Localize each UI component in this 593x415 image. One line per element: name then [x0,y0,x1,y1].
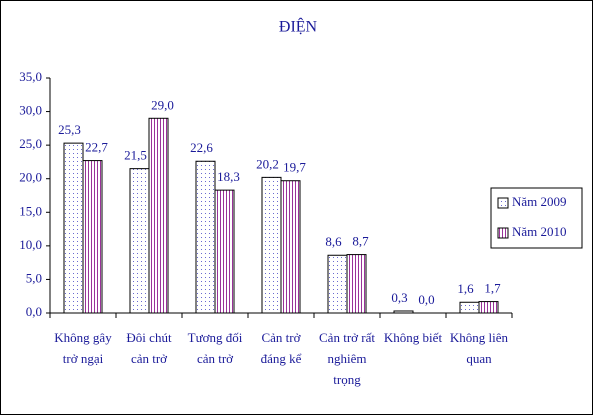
x-tick-label: Đôi chút cản trở [126,330,172,366]
y-tick-label: 15,0 [19,203,42,218]
bar [195,160,216,314]
legend-swatch [497,197,509,209]
bar [214,189,235,314]
bar [63,142,84,314]
value-label: 0,3 [391,290,407,305]
y-tick-label: 20,0 [19,170,42,185]
value-label: 8,6 [325,234,342,249]
bar [129,168,150,314]
bar [459,301,480,314]
legend-label: Năm 2009 [512,194,567,209]
y-tick-label: 35,0 [19,69,42,84]
value-label: 25,3 [58,122,81,137]
value-label: 22,7 [85,140,108,155]
value-label: 8,7 [352,234,369,249]
chart-title: ĐIỆN [279,17,318,36]
bar [327,254,348,314]
y-tick-label: 30,0 [19,103,42,118]
bar [148,117,169,314]
bar [261,176,282,314]
y-tick-label: 25,0 [19,136,42,151]
value-label: 20,2 [256,156,279,171]
bar [280,180,301,314]
y-tick-label: 5,0 [26,270,42,285]
x-tick-label: Tương đối cản trở [187,330,243,366]
y-tick-label: 0,0 [26,304,42,319]
x-tick-label: Không biết [383,330,443,345]
y-tick-label: 10,0 [19,237,42,252]
value-label: 0,0 [418,292,434,307]
value-label: 1,7 [484,281,501,296]
legend-swatch [497,227,509,239]
legend-label: Năm 2010 [512,224,567,239]
value-label: 29,0 [151,97,174,112]
bar [346,254,367,314]
x-tick-label: Cản trở đáng kể [260,330,302,366]
bar [478,301,499,314]
value-label: 19,7 [283,160,306,175]
value-label: 1,6 [457,281,474,296]
bar [82,160,103,314]
x-tick-label: Cản trở rất nghiêm trọng [319,330,375,387]
x-tick-label: Không gây trở ngại [54,330,112,366]
value-label: 18,3 [217,169,240,184]
value-label: 22,6 [190,140,213,155]
x-tick-label: Không liên quan [449,330,509,366]
value-label: 21,5 [124,148,147,163]
bar [393,310,414,314]
